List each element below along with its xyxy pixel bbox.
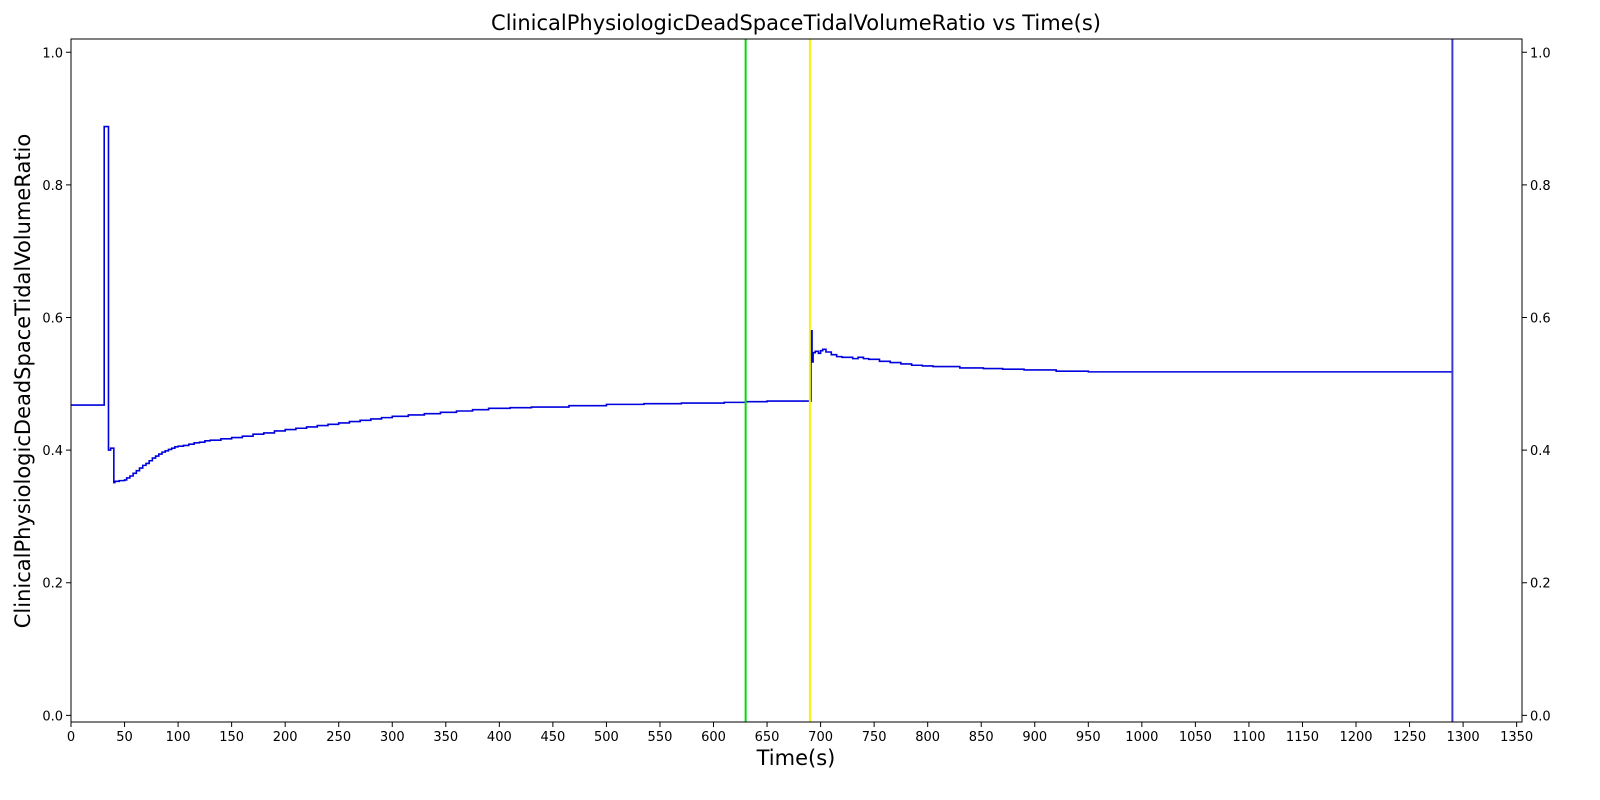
x-tick-label: 1050 (1179, 730, 1212, 745)
y-tick-label-right: 0.8 (1530, 179, 1551, 194)
plot-area (71, 39, 1454, 722)
x-tick-label: 1250 (1393, 730, 1426, 745)
x-tick-label: 250 (326, 730, 351, 745)
x-axis-label: Time(s) (756, 746, 836, 770)
y-tick-label-left: 0.2 (42, 577, 63, 592)
x-tick-label: 0 (67, 730, 75, 745)
y-tick-label-right: 1.0 (1530, 46, 1551, 61)
x-tick-label: 700 (808, 730, 833, 745)
x-tick-label: 200 (273, 730, 298, 745)
y-tick-label-right: 0.0 (1530, 709, 1551, 724)
x-tick-label: 750 (862, 730, 887, 745)
x-tick-label: 550 (648, 730, 673, 745)
x-tick-label: 500 (594, 730, 619, 745)
y-tick-label-left: 0.8 (42, 179, 63, 194)
x-tick-label: 350 (433, 730, 458, 745)
x-tick-label: 950 (1076, 730, 1101, 745)
y-tick-label-left: 1.0 (42, 46, 63, 61)
y-tick-label-right: 0.2 (1530, 577, 1551, 592)
x-tick-label: 650 (755, 730, 780, 745)
chart-title: ClinicalPhysiologicDeadSpaceTidalVolumeR… (491, 11, 1101, 35)
x-tick-label: 450 (540, 730, 565, 745)
x-tick-label: 850 (969, 730, 994, 745)
axis-ticks: 0 50 100 150 200 250 300 350 400 450 500 550 600 650 7… (42, 46, 1550, 745)
x-tick-label: 1100 (1232, 730, 1265, 745)
x-tick-label: 1300 (1447, 730, 1480, 745)
x-tick-label: 300 (380, 730, 405, 745)
x-tick-label: 900 (1022, 730, 1047, 745)
y-axis-label: ClinicalPhysiologicDeadSpaceTidalVolumeR… (11, 134, 35, 629)
x-tick-label: 150 (219, 730, 244, 745)
x-tick-label: 400 (487, 730, 512, 745)
y-tick-label-left: 0.0 (42, 709, 63, 724)
x-tick-label: 800 (915, 730, 940, 745)
series-line-0 (71, 125, 1453, 484)
x-tick-label: 50 (116, 730, 133, 745)
x-tick-label: 1350 (1500, 730, 1533, 745)
x-tick-label: 1200 (1339, 730, 1372, 745)
y-tick-label-left: 0.6 (42, 312, 63, 327)
plot-frame (70, 38, 1523, 723)
y-tick-label-right: 0.6 (1530, 312, 1551, 327)
y-tick-label-right: 0.4 (1530, 444, 1551, 459)
x-tick-label: 1150 (1286, 730, 1319, 745)
x-tick-label: 1000 (1125, 730, 1158, 745)
y-tick-label-left: 0.4 (42, 444, 63, 459)
x-tick-label: 100 (166, 730, 191, 745)
x-tick-label: 600 (701, 730, 726, 745)
